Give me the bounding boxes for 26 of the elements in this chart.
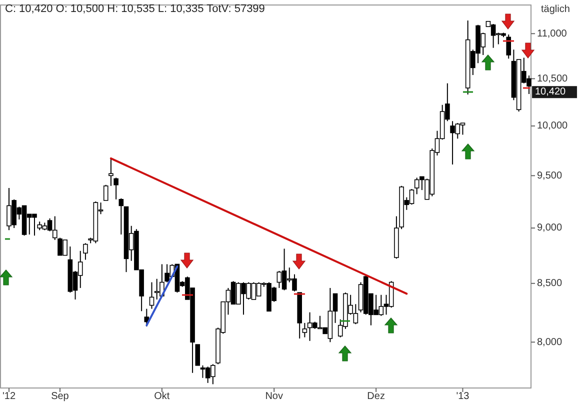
y-tick-label: 11,000 xyxy=(537,28,568,40)
text: 10,420 xyxy=(535,86,566,98)
x-tick-label: Nov xyxy=(265,391,283,402)
y-tick-label: 10,000 xyxy=(537,120,568,132)
y-tick-label: 8,500 xyxy=(537,278,562,290)
y-tick-label: 10,500 xyxy=(537,73,568,84)
candlestick xyxy=(103,184,108,201)
y-tick-label: 9,000 xyxy=(537,222,562,234)
candlestick xyxy=(83,242,88,260)
candlestick xyxy=(108,156,114,186)
candlestick xyxy=(144,308,150,328)
candlestick xyxy=(114,177,118,200)
candlestick xyxy=(118,198,124,236)
y-tick-label: 9,500 xyxy=(537,170,562,182)
x-tick-label: Okt xyxy=(154,391,170,402)
x-tick-label: '12 xyxy=(2,391,16,402)
candlestick xyxy=(195,344,200,366)
candlestick xyxy=(149,282,154,310)
x-tick-label: Sep xyxy=(51,391,70,402)
x-tick-label: Dez xyxy=(367,391,385,402)
x-tick-label: '13 xyxy=(456,391,470,402)
y-tick-label: 8,000 xyxy=(537,336,562,348)
candlestick xyxy=(506,34,512,60)
chart-title: C: 10,420 O: 10,500 H: 10,535 L: 10,335 TotV: 57399 xyxy=(5,3,265,15)
candlestick xyxy=(302,322,308,338)
text: täglich xyxy=(541,4,570,15)
